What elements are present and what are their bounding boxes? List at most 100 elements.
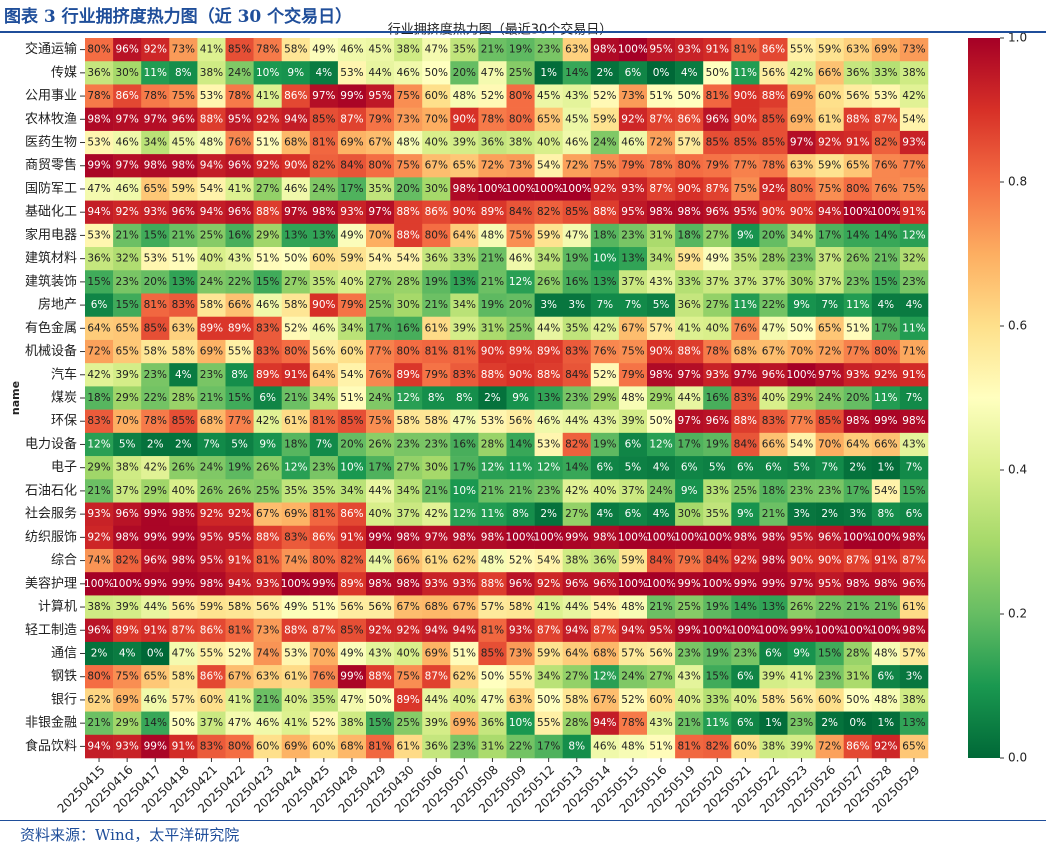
cell-label: 19% xyxy=(425,276,448,288)
heat-cell xyxy=(113,502,142,527)
cell-label: 23% xyxy=(396,438,419,450)
heat-cell xyxy=(169,386,198,410)
heat-cell xyxy=(225,572,254,596)
cell-label: 100% xyxy=(702,578,732,590)
cell-label: 99% xyxy=(144,740,167,752)
heat-cell xyxy=(815,386,844,410)
cell-label: 81% xyxy=(481,624,504,636)
cell-label: 94% xyxy=(284,113,307,125)
cell-label: 67% xyxy=(593,694,616,706)
cell-label: 90% xyxy=(677,183,700,195)
heat-cell xyxy=(281,247,311,271)
heat-cell xyxy=(843,223,873,248)
heat-cell xyxy=(590,223,620,248)
cell-label: 56% xyxy=(509,415,532,427)
heat-cell xyxy=(366,363,395,387)
cell-label: 93% xyxy=(509,624,532,636)
cell-label: 90% xyxy=(284,160,307,172)
cell-label: 60% xyxy=(200,694,223,706)
heat-cell xyxy=(675,177,704,201)
cell-label: 72% xyxy=(481,160,504,172)
heat-cell xyxy=(478,688,507,712)
cell-label: 19% xyxy=(228,462,251,474)
cell-label: 37% xyxy=(621,276,644,288)
cell-label: 17% xyxy=(537,740,560,752)
heat-cell xyxy=(787,711,816,736)
cell-label: 19% xyxy=(481,299,504,311)
heat-cell xyxy=(703,223,732,248)
cell-label: 49% xyxy=(340,647,363,659)
cell-label: 68% xyxy=(425,601,448,613)
cell-label: 98% xyxy=(649,369,672,381)
cell-label: 59% xyxy=(340,253,363,265)
cell-label: 77% xyxy=(790,415,813,427)
cell-label: 94% xyxy=(818,206,841,218)
heat-cell xyxy=(394,502,423,527)
cell-label: 1% xyxy=(540,67,557,79)
cell-label: 27% xyxy=(284,276,307,288)
cell-label: 83% xyxy=(200,740,223,752)
heat-cell xyxy=(225,456,254,480)
heat-cell xyxy=(450,386,479,410)
cell-label: 36% xyxy=(425,740,448,752)
heat-cell xyxy=(562,154,592,178)
cell-label: 75% xyxy=(818,183,841,195)
cell-label: 88% xyxy=(677,346,700,358)
heat-cell xyxy=(703,618,732,643)
heat-cell xyxy=(281,177,311,201)
cell-label: 78% xyxy=(256,44,279,56)
heat-cell xyxy=(899,177,929,201)
heat-cell xyxy=(534,479,563,503)
heat-cell xyxy=(450,409,479,434)
heat-cell xyxy=(703,200,732,225)
row-label: 计算机 xyxy=(38,600,77,615)
heat-cell xyxy=(534,38,563,62)
cell-label: 96% xyxy=(172,206,195,218)
cell-label: 77% xyxy=(846,346,869,358)
heat-cell xyxy=(337,595,367,619)
heat-cell xyxy=(450,641,479,666)
heat-cell xyxy=(422,595,451,619)
cell-label: 15% xyxy=(256,276,279,288)
cell-label: 76% xyxy=(228,137,251,149)
colorbar-tick-label: 0.8 xyxy=(1008,175,1027,189)
cell-label: 85% xyxy=(144,322,167,334)
cell-label: 6% xyxy=(737,462,754,474)
cell-label: 81% xyxy=(312,508,335,520)
heat-cell xyxy=(815,525,844,550)
heat-cell xyxy=(253,38,282,62)
heat-cell xyxy=(478,386,507,410)
cell-label: 68% xyxy=(593,647,616,659)
heat-cell xyxy=(675,432,704,457)
heat-cell xyxy=(337,688,367,712)
row-label: 家用电器 xyxy=(25,227,77,243)
cell-label: 99% xyxy=(677,578,700,590)
cell-label: 10% xyxy=(340,462,363,474)
heat-cell xyxy=(281,339,311,364)
heat-cell xyxy=(337,641,367,666)
cell-label: 51% xyxy=(649,90,672,102)
heat-cell xyxy=(815,107,844,132)
heat-cell xyxy=(703,572,732,596)
cell-label: 80% xyxy=(790,183,813,195)
heat-cell xyxy=(141,618,170,643)
heat-cell xyxy=(253,223,282,248)
heat-cell xyxy=(85,479,114,503)
heat-cell xyxy=(618,200,648,225)
heat-cell xyxy=(85,107,114,132)
cell-label: 72% xyxy=(649,137,672,149)
cell-label: 60% xyxy=(818,90,841,102)
cell-label: 98% xyxy=(649,206,672,218)
cell-label: 91% xyxy=(902,369,925,381)
cell-label: 51% xyxy=(256,137,279,149)
heat-cell xyxy=(169,502,198,527)
row-label: 通信 xyxy=(51,646,77,661)
cell-label: 50% xyxy=(172,717,195,729)
cell-label: 53% xyxy=(87,137,110,149)
header-title: 图表 3 行业拥挤度热力图（近 30 个交易日） xyxy=(4,7,353,27)
cell-label: 98% xyxy=(481,531,504,543)
heat-cell xyxy=(759,525,788,550)
heat-cell xyxy=(366,572,395,596)
heat-cell xyxy=(703,734,732,759)
heat-cell xyxy=(253,339,282,364)
